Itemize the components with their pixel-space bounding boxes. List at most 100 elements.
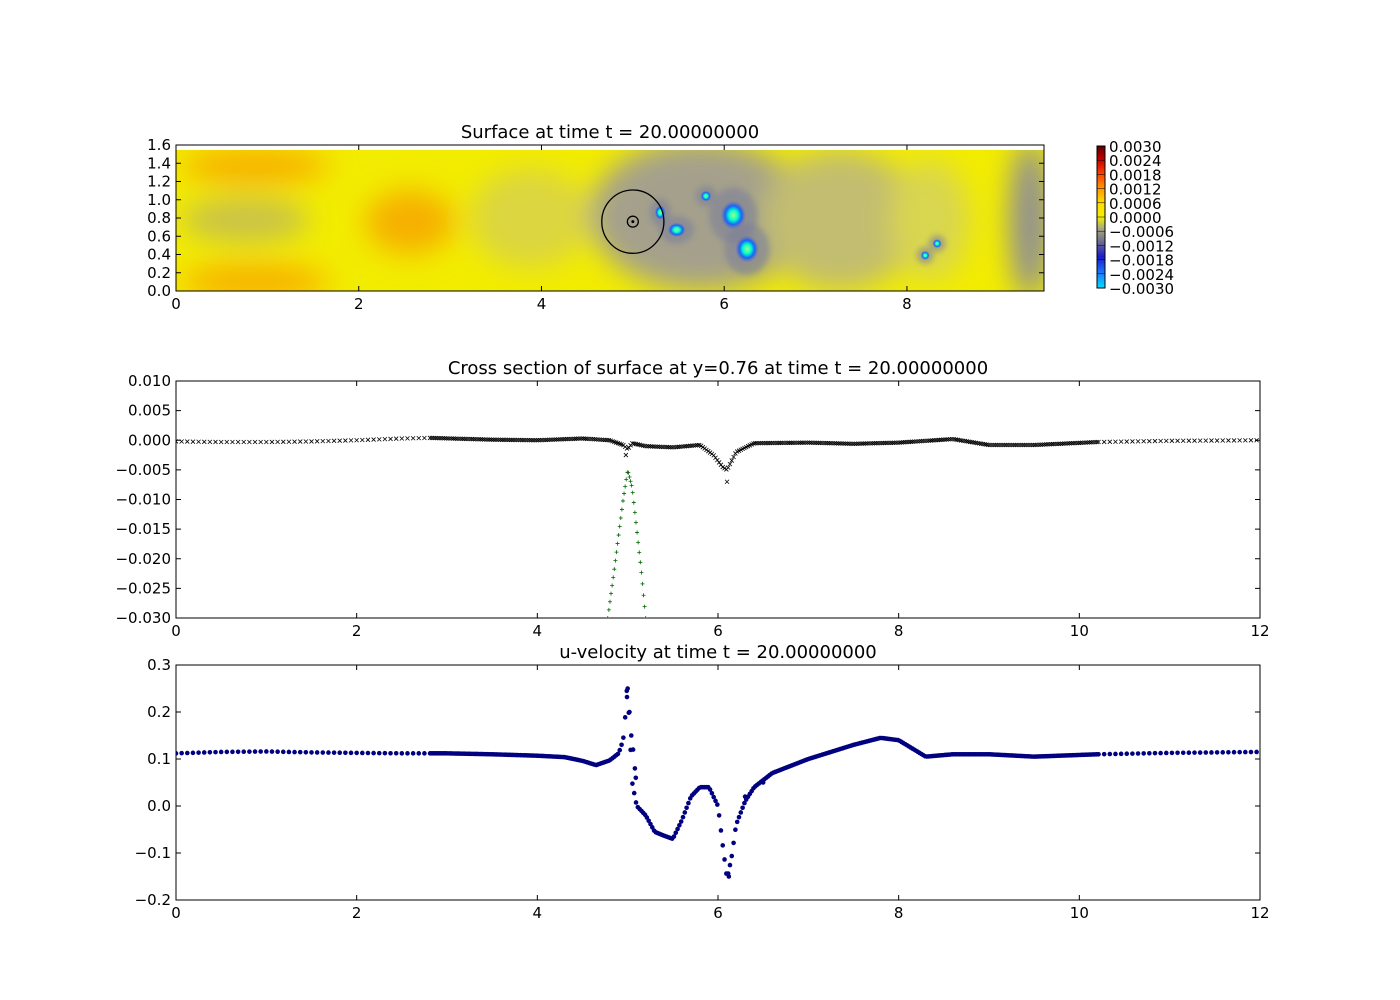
surface-x-marker <box>478 437 483 442</box>
u-velocity-point <box>354 750 359 756</box>
u-velocity-point <box>410 751 416 756</box>
u-velocity-point <box>729 853 735 859</box>
u-velocity-point <box>331 750 337 755</box>
y-tick-label: 1.0 <box>147 191 171 209</box>
body-plus-marker <box>617 524 622 529</box>
surface-x-marker <box>320 438 326 444</box>
u-velocity-point <box>1096 751 1101 757</box>
body-plus-marker <box>633 520 638 525</box>
u-velocity-point <box>619 742 624 748</box>
u-velocity-point <box>1197 750 1203 755</box>
surface-x-marker <box>689 443 695 448</box>
surface-x-marker <box>1214 438 1220 443</box>
surface-x-marker <box>543 437 548 443</box>
surface-x-marker <box>1049 441 1054 447</box>
u-velocity-title: u-velocity at time t = 20.00000000 <box>559 642 877 663</box>
surface-x-marker <box>810 440 816 446</box>
colorbar-label: 0.0006 <box>1109 195 1162 213</box>
surface-x-marker <box>463 436 469 442</box>
surface-x-marker <box>816 440 821 446</box>
surface-x-marker <box>888 440 894 446</box>
surface-x-marker <box>649 444 655 449</box>
x-tick-label: 2 <box>354 295 364 313</box>
surface-x-marker <box>565 436 570 442</box>
surface-x-marker <box>218 439 224 445</box>
body-plus-marker <box>636 540 641 545</box>
surface-x-marker <box>230 439 235 445</box>
surface-heatmap-panel: 0 2 4 6 8 0.00.20.40.60.81.01.21.41.6 Surface… <box>147 122 1045 313</box>
surface-x-marker <box>467 436 473 442</box>
surface-x-marker <box>724 479 730 485</box>
u-velocity-point <box>280 749 286 755</box>
surface-x-marker <box>575 436 581 441</box>
surface-x-marker <box>588 436 594 442</box>
u-velocity-point <box>320 750 326 755</box>
y-tick-label: 0.2 <box>147 703 171 721</box>
surface-x-marker <box>1013 442 1018 448</box>
u-velocity-point <box>1118 751 1124 757</box>
surface-x-marker <box>940 437 946 442</box>
surface-x-marker <box>852 441 857 447</box>
surface-x-marker <box>758 440 763 446</box>
surface-x-marker <box>1163 438 1169 444</box>
surface-x-marker <box>673 444 679 450</box>
surface-x-marker <box>942 437 948 442</box>
surface-x-marker <box>787 440 792 446</box>
u-velocity-point <box>727 862 733 868</box>
u-velocity-point <box>303 750 309 755</box>
surface-x-marker <box>910 439 915 444</box>
surface-x-marker <box>830 440 836 446</box>
surface-x-marker <box>348 438 354 443</box>
surface-x-marker <box>456 436 462 442</box>
surface-x-marker <box>485 437 491 442</box>
surface-x-marker <box>554 437 559 442</box>
surface-x-marker <box>671 444 677 450</box>
surface-x-marker <box>839 441 845 446</box>
u-velocity-point <box>286 749 292 755</box>
y-tick-label: −0.2 <box>135 891 171 909</box>
x-tick-label: 10 <box>1070 622 1089 640</box>
u-velocity-point <box>326 750 331 755</box>
surface-x-marker <box>623 452 629 458</box>
surface-x-marker <box>584 436 590 442</box>
surface-x-marker <box>917 438 922 444</box>
u-velocity-point <box>241 749 247 755</box>
surface-x-marker <box>595 437 601 442</box>
surface-x-marker <box>331 438 337 444</box>
y-tick-label: 1.4 <box>147 154 171 172</box>
surface-x-marker <box>1047 441 1053 447</box>
surface-x-marker <box>644 443 650 449</box>
surface-x-marker <box>680 444 686 449</box>
body-plus-marker <box>619 507 624 512</box>
surface-x-marker <box>868 441 874 446</box>
surface-x-marker <box>500 437 505 443</box>
surface-x-marker <box>875 440 881 446</box>
surface-x-marker <box>995 442 1000 448</box>
surface-x-marker <box>854 441 859 447</box>
surface-x-marker <box>1094 439 1100 445</box>
surface-x-marker <box>505 437 511 443</box>
colorbar-label: 0.0018 <box>1109 166 1162 184</box>
u-velocity-point <box>416 751 422 756</box>
y-tick-label: 0.4 <box>147 246 171 264</box>
surface-x-marker <box>494 437 500 443</box>
body-plus-marker <box>616 533 621 538</box>
surface-x-marker <box>440 435 445 441</box>
surface-x-marker <box>857 441 863 446</box>
surface-x-marker <box>516 437 521 443</box>
body-plus-marker <box>612 567 617 572</box>
u-velocity-point <box>722 857 727 862</box>
body-plus-marker <box>622 491 627 496</box>
u-velocity-point <box>1254 749 1259 755</box>
surface-x-marker <box>1076 440 1081 446</box>
surface-x-marker <box>1036 442 1042 448</box>
body-plus-marker <box>631 500 636 505</box>
surface-x-marker <box>509 437 514 443</box>
u-velocity-point <box>617 747 623 753</box>
surface-x-marker <box>892 440 897 446</box>
u-velocity-point <box>627 709 632 715</box>
surface-x-marker <box>1005 442 1011 448</box>
surface-x-marker <box>653 444 659 449</box>
body-plus-marker <box>624 477 629 482</box>
colorbar-label: −0.0006 <box>1109 223 1174 241</box>
